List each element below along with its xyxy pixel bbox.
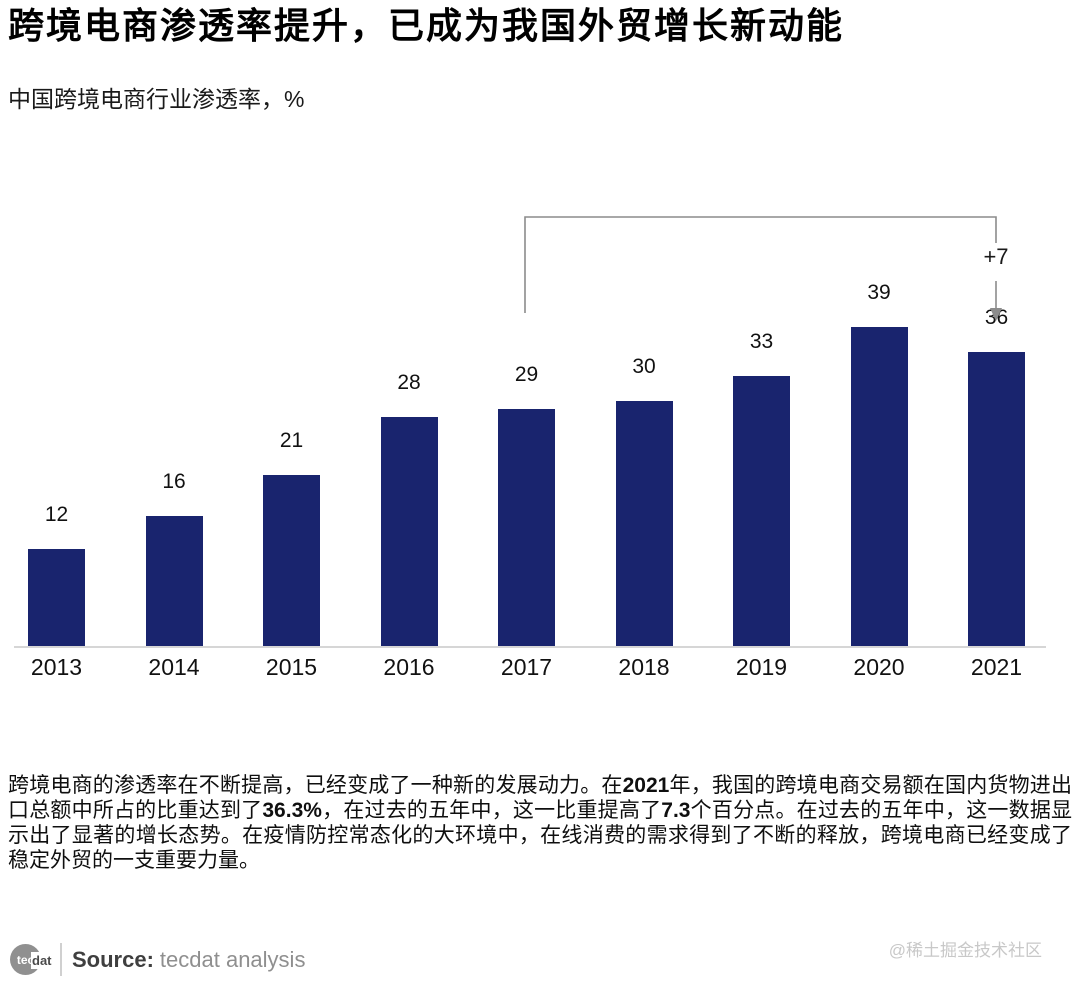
paragraph-segment: 个百分点。在过去的五年中，这一数据显示出了显著的增长态势。在疫情防控常态化的大环… bbox=[8, 799, 1073, 872]
paragraph-segment: 7.3 bbox=[661, 799, 691, 822]
tecdat-logo-suffix: dat bbox=[31, 952, 53, 969]
bar-value-label: 33 bbox=[749, 330, 774, 353]
bar bbox=[850, 327, 908, 647]
x-axis-label: 2018 bbox=[618, 654, 670, 680]
watermark-text: @稀土掘金技术社区 bbox=[888, 941, 1042, 960]
footer-divider bbox=[60, 943, 62, 976]
bar-column: 28 bbox=[380, 187, 438, 647]
bar-value-label: 39 bbox=[867, 281, 891, 304]
bar-column: 33 bbox=[733, 187, 790, 647]
bar-column: 12 bbox=[28, 187, 85, 647]
bar-value-label: 21 bbox=[279, 429, 304, 452]
tecdat-logo-circle: tec bbox=[10, 944, 41, 975]
bar bbox=[968, 352, 1025, 647]
bar bbox=[498, 409, 555, 647]
bar-value-label: 30 bbox=[632, 355, 656, 378]
source-value: tecdat analysis bbox=[159, 947, 306, 972]
source-line: Source: tecdat analysis bbox=[72, 947, 305, 973]
bar-column: 36 bbox=[968, 187, 1025, 647]
bar-value-label: 29 bbox=[514, 363, 539, 386]
bar-chart: 12 16 21 28 29 30 33 39 36 bbox=[28, 187, 1025, 647]
bar bbox=[615, 401, 673, 647]
bar-column: 29 bbox=[498, 187, 555, 647]
x-axis-label: 2020 bbox=[853, 654, 905, 680]
x-axis-label: 2013 bbox=[30, 654, 83, 680]
bar bbox=[380, 417, 438, 647]
paragraph-segment: 36.3% bbox=[262, 799, 322, 822]
bar bbox=[263, 475, 320, 647]
annotation-delta-label: +7 bbox=[983, 244, 1009, 269]
x-axis-label: 2014 bbox=[148, 654, 200, 680]
x-axis-label: 2016 bbox=[383, 654, 435, 680]
page-title: 跨境电商渗透率提升，已成为我国外贸增长新动能 bbox=[8, 5, 845, 46]
bar-column: 16 bbox=[145, 187, 203, 647]
bar-value-label: 16 bbox=[162, 470, 186, 493]
bar-column: 21 bbox=[263, 187, 320, 647]
description-paragraph: 跨境电商的渗透率在不断提高，已经变成了一种新的发展动力。在2021年，我国的跨境… bbox=[8, 773, 1072, 873]
bar bbox=[733, 376, 790, 647]
x-axis-labels: 2013 2014 2015 2016 2017 2018 2019 2020 2021 bbox=[28, 654, 1025, 681]
x-axis-line bbox=[14, 646, 1046, 648]
chart-subtitle: 中国跨境电商行业渗透率，% bbox=[8, 86, 305, 112]
bar-value-label: 12 bbox=[44, 503, 69, 526]
bar-column: 30 bbox=[615, 187, 673, 647]
bar bbox=[145, 516, 203, 647]
bar-value-label: 28 bbox=[397, 371, 421, 394]
paragraph-segment: 年，我国的跨境电商交易额在国内货物进出口总额中所占的比重达到了 bbox=[8, 774, 1073, 822]
paragraph-segment: ，在过去的五年中，这一比重提高了 bbox=[321, 799, 662, 822]
paragraph-segment: 2021 bbox=[622, 774, 670, 797]
bar-column: 39 bbox=[850, 187, 908, 647]
bar-value-label: 36 bbox=[984, 306, 1009, 329]
tecdat-logo: tec dat bbox=[10, 944, 62, 978]
source-label: Source: bbox=[72, 947, 154, 972]
bar bbox=[28, 549, 85, 647]
x-axis-label: 2015 bbox=[265, 654, 318, 680]
x-axis-label: 2017 bbox=[500, 654, 553, 680]
x-axis-label: 2021 bbox=[970, 654, 1023, 680]
x-axis-label: 2019 bbox=[735, 654, 788, 680]
paragraph-segment: 跨境电商的渗透率在不断提高，已经变成了一种新的发展动力。在 bbox=[8, 774, 623, 797]
